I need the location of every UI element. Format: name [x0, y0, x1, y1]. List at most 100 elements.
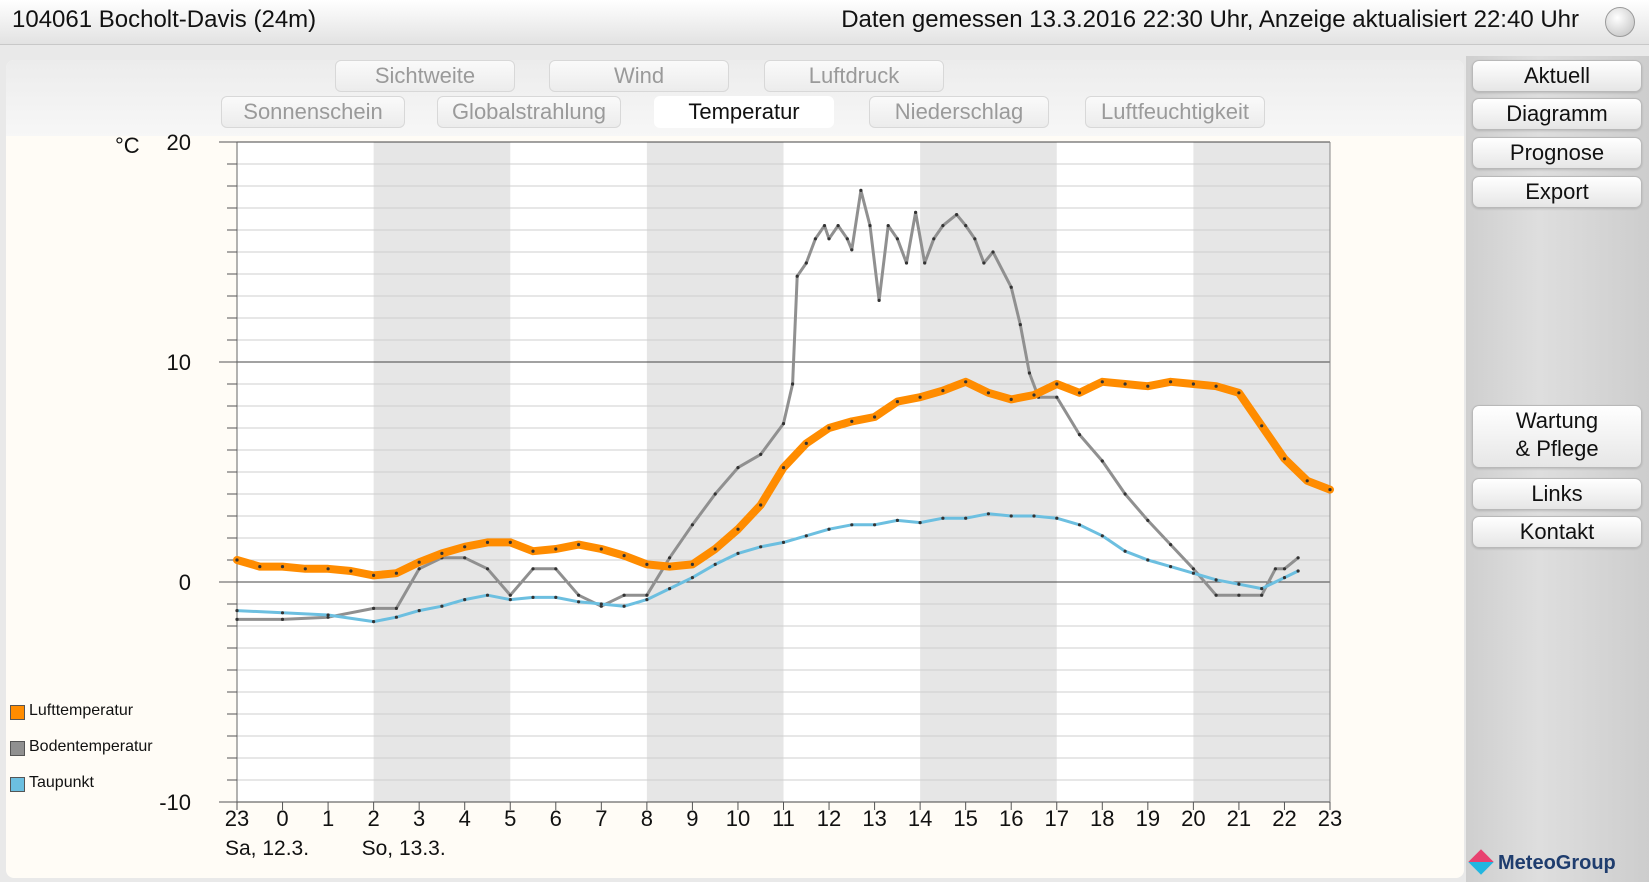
point-bodentemperatur-18	[713, 492, 717, 496]
legend-swatch-taupunkt	[10, 777, 25, 792]
logo-text: MeteoGroup	[1498, 852, 1616, 874]
x-tick-label: 13	[862, 806, 886, 831]
y-tick-label: 20	[167, 130, 191, 155]
point-bodentemperatur-24	[804, 261, 808, 265]
point-taupunkt-5	[417, 609, 421, 613]
point-taupunkt-37	[1146, 558, 1150, 562]
tab-niederschlag[interactable]: Niederschlag	[869, 96, 1049, 128]
x-tick-label: 15	[953, 806, 977, 831]
x-tick-label: 21	[1227, 806, 1251, 831]
tab-temperatur[interactable]: Temperatur	[654, 96, 834, 128]
x-tick-label: 11	[772, 806, 795, 831]
point-bodentemperatur-27	[827, 237, 831, 241]
point-bodentemperatur-34	[886, 224, 890, 228]
point-lufttemperatur-4	[326, 567, 330, 571]
point-taupunkt-20	[759, 545, 763, 549]
point-taupunkt-1	[280, 611, 285, 615]
point-bodentemperatur-22	[791, 382, 795, 386]
point-bodentemperatur-37	[914, 210, 918, 214]
point-lufttemperatur-37	[1077, 391, 1082, 395]
point-taupunkt-19	[736, 551, 740, 556]
point-bodentemperatur-30	[850, 248, 854, 252]
wartung-label-line2: & Pflege	[1515, 436, 1599, 461]
point-taupunkt-38	[1169, 565, 1173, 569]
meteogroup-logo: MeteoGroup	[1468, 849, 1616, 875]
point-lufttemperatur-11	[485, 540, 490, 545]
x-tick-label: 10	[726, 806, 750, 831]
point-taupunkt-24	[850, 523, 854, 527]
point-taupunkt-17	[690, 576, 695, 580]
point-taupunkt-34	[1077, 523, 1082, 527]
point-lufttemperatur-0	[235, 558, 239, 562]
point-bodentemperatur-61	[1282, 567, 1287, 571]
point-lufttemperatur-41	[1169, 380, 1173, 384]
x-tick-label: 14	[908, 806, 932, 831]
point-bodentemperatur-23	[795, 274, 799, 278]
point-lufttemperatur-17	[622, 554, 626, 558]
point-lufttemperatur-8	[417, 560, 421, 564]
point-lufttemperatur-35	[1032, 393, 1036, 397]
point-bodentemperatur-59	[1260, 593, 1264, 597]
point-taupunkt-41	[1237, 582, 1241, 586]
x-tick-label: 23	[1318, 806, 1342, 831]
point-taupunkt-9	[508, 598, 512, 602]
point-taupunkt-25	[873, 523, 877, 527]
point-bodentemperatur-20	[759, 452, 763, 456]
point-taupunkt-15	[645, 598, 649, 602]
tab-globalstrahlung[interactable]: Globalstrahlung	[437, 96, 621, 128]
point-taupunkt-22	[804, 534, 808, 538]
point-bodentemperatur-47	[1018, 323, 1022, 327]
point-lufttemperatur-5	[349, 569, 353, 573]
point-lufttemperatur-9	[440, 551, 444, 556]
x-tick-label: 8	[641, 806, 653, 831]
point-taupunkt-13	[599, 602, 603, 606]
tab-luftdruck[interactable]: Luftdruck	[764, 60, 944, 92]
point-lufttemperatur-19	[668, 565, 672, 569]
y-tick-label: 10	[167, 350, 191, 375]
aktuell-button[interactable]: Aktuell	[1472, 60, 1642, 92]
point-lufttemperatur-25	[804, 441, 808, 445]
y-unit-label: °C	[115, 133, 140, 158]
point-taupunkt-29	[964, 516, 968, 520]
point-lufttemperatur-39	[1123, 382, 1127, 386]
point-lufttemperatur-15	[577, 543, 581, 547]
point-lufttemperatur-24	[781, 466, 786, 470]
point-lufttemperatur-14	[554, 547, 558, 551]
date-label-1: So, 13.3.	[362, 837, 446, 860]
point-bodentemperatur-7	[463, 556, 467, 560]
kontakt-button[interactable]: Kontakt	[1472, 516, 1642, 548]
point-bodentemperatur-29	[845, 237, 849, 241]
point-bodentemperatur-43	[973, 237, 977, 241]
point-taupunkt-42	[1260, 587, 1264, 591]
tab-sonnenschein[interactable]: Sonnenschein	[221, 96, 405, 128]
point-taupunkt-14	[622, 604, 626, 608]
point-bodentemperatur-33	[877, 298, 881, 302]
point-taupunkt-12	[577, 600, 581, 604]
wartung-pflege-button[interactable]: Wartung & Pflege	[1472, 405, 1642, 468]
point-bodentemperatur-52	[1100, 459, 1104, 463]
point-bodentemperatur-17	[690, 523, 695, 527]
point-bodentemperatur-14	[622, 593, 626, 597]
tab-wind[interactable]: Wind	[549, 60, 729, 92]
point-bodentemperatur-55	[1169, 543, 1173, 547]
refresh-icon[interactable]	[1605, 7, 1635, 37]
point-taupunkt-21	[781, 540, 786, 545]
export-button[interactable]: Export	[1472, 176, 1642, 208]
point-bodentemperatur-28	[836, 224, 840, 228]
tab-sichtweite[interactable]: Sichtweite	[335, 60, 515, 92]
x-tick-label: 22	[1272, 806, 1296, 831]
point-taupunkt-11	[554, 595, 558, 600]
x-tick-label: 1	[322, 806, 334, 831]
point-lufttemperatur-20	[690, 562, 695, 567]
diagramm-button[interactable]: Diagramm	[1472, 98, 1642, 130]
point-lufttemperatur-18	[645, 562, 649, 567]
prognose-button[interactable]: Prognose	[1472, 137, 1642, 169]
links-button[interactable]: Links	[1472, 478, 1642, 510]
point-bodentemperatur-26	[822, 224, 827, 228]
x-tick-label: 0	[276, 806, 288, 831]
point-taupunkt-6	[440, 604, 444, 608]
legend-swatch-bodentemperatur	[10, 741, 25, 756]
tab-luftfeuchtigkeit[interactable]: Luftfeuchtigkeit	[1085, 96, 1265, 128]
point-bodentemperatur-3	[372, 606, 376, 611]
point-lufttemperatur-47	[1305, 479, 1309, 483]
